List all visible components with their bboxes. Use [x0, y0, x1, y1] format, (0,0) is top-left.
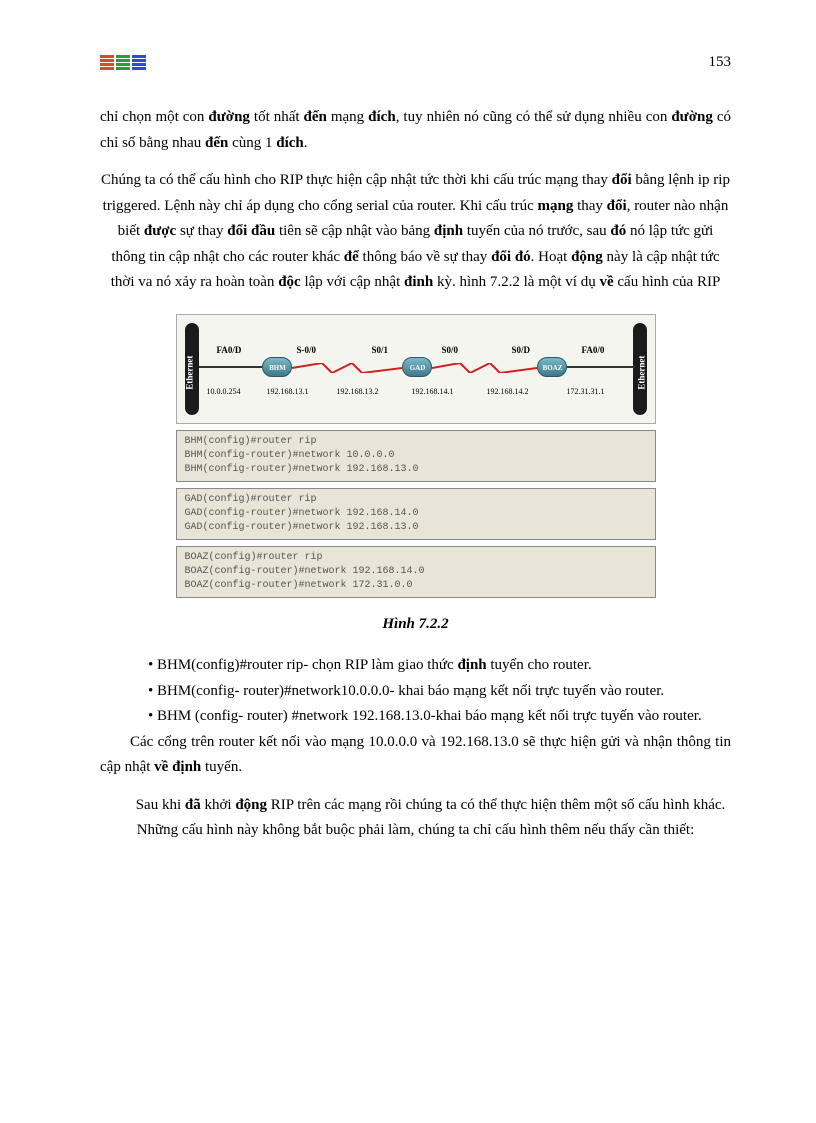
logo	[100, 55, 146, 70]
serial-link-icon	[292, 363, 402, 373]
paragraph-2: Chúng ta có thể cấu hình cho RIP thực hi…	[100, 168, 731, 296]
page-number: 153	[709, 50, 732, 76]
paragraph-4: Sau khi đã khởi động RIP trên các mạng r…	[100, 793, 731, 844]
network-diagram: Ethernet Ethernet FA0/D S-0/0 S0/1 S0/0 …	[176, 314, 656, 598]
code-block-boaz: BOAZ(config)#router rip BOAZ(config-rout…	[176, 546, 656, 598]
paragraph-3: Các cổng trên router kết nối vào mạng 10…	[100, 730, 731, 781]
topology: Ethernet Ethernet FA0/D S-0/0 S0/1 S0/0 …	[176, 314, 656, 424]
serial-link-icon	[432, 363, 537, 373]
figure-caption: Hình 7.2.2	[100, 612, 731, 638]
code-block-bhm: BHM(config)#router rip BHM(config-router…	[176, 430, 656, 482]
bullet-list: • BHM(config)#router rip- chọn RIP làm g…	[130, 653, 731, 730]
paragraph-1: chỉ chọn một con đường tốt nhất đến mạng…	[100, 105, 731, 156]
code-block-gad: GAD(config)#router rip GAD(config-router…	[176, 488, 656, 540]
